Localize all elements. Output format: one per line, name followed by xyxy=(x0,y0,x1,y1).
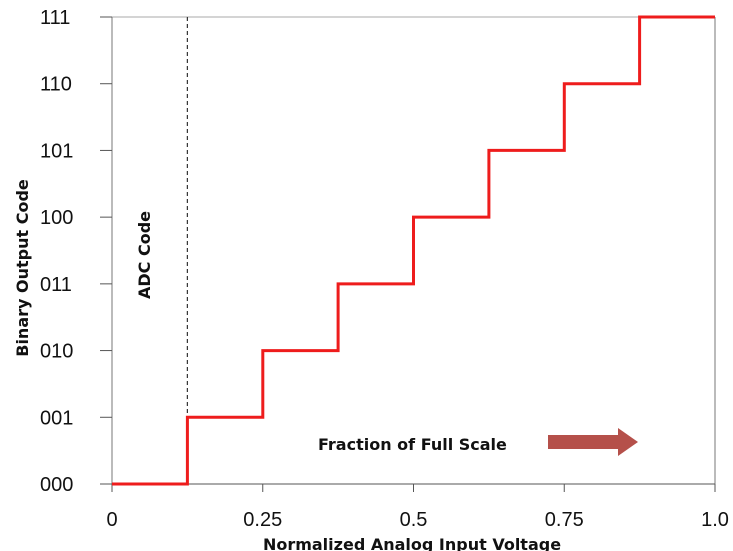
y-tick-label: 111 xyxy=(40,7,70,29)
y-tick-label: 001 xyxy=(40,407,73,429)
x-axis-ticks: 0 0.25 0.5 0.75 1.0 xyxy=(106,484,729,531)
y-tick-label: 110 xyxy=(40,74,72,96)
y-axis-ticks: 000 001 010 011 100 101 110 111 xyxy=(40,7,112,496)
y-tick-label: 010 xyxy=(40,341,73,363)
y-tick-label: 000 xyxy=(40,474,73,496)
y-tick-label: 101 xyxy=(40,140,73,162)
plot-frame xyxy=(102,16,716,485)
y-tick-label: 011 xyxy=(40,274,72,296)
step-series-line xyxy=(112,15,715,486)
x-tick-label: 0.25 xyxy=(243,509,282,531)
x-tick-label: 0.5 xyxy=(400,509,428,531)
x-axis-title: Normalized Analog Input Voltage xyxy=(263,535,561,551)
x-tick-label: 0.75 xyxy=(545,509,584,531)
x-tick-label: 1.0 xyxy=(701,509,729,531)
fraction-of-full-scale-label: Fraction of Full Scale xyxy=(318,435,507,454)
right-arrow-icon xyxy=(548,428,638,456)
adc-code-label: ADC Code xyxy=(135,211,154,299)
y-tick-label: 100 xyxy=(40,207,73,229)
y-axis-title: Binary Output Code xyxy=(13,179,32,357)
x-tick-label: 0 xyxy=(106,509,117,531)
